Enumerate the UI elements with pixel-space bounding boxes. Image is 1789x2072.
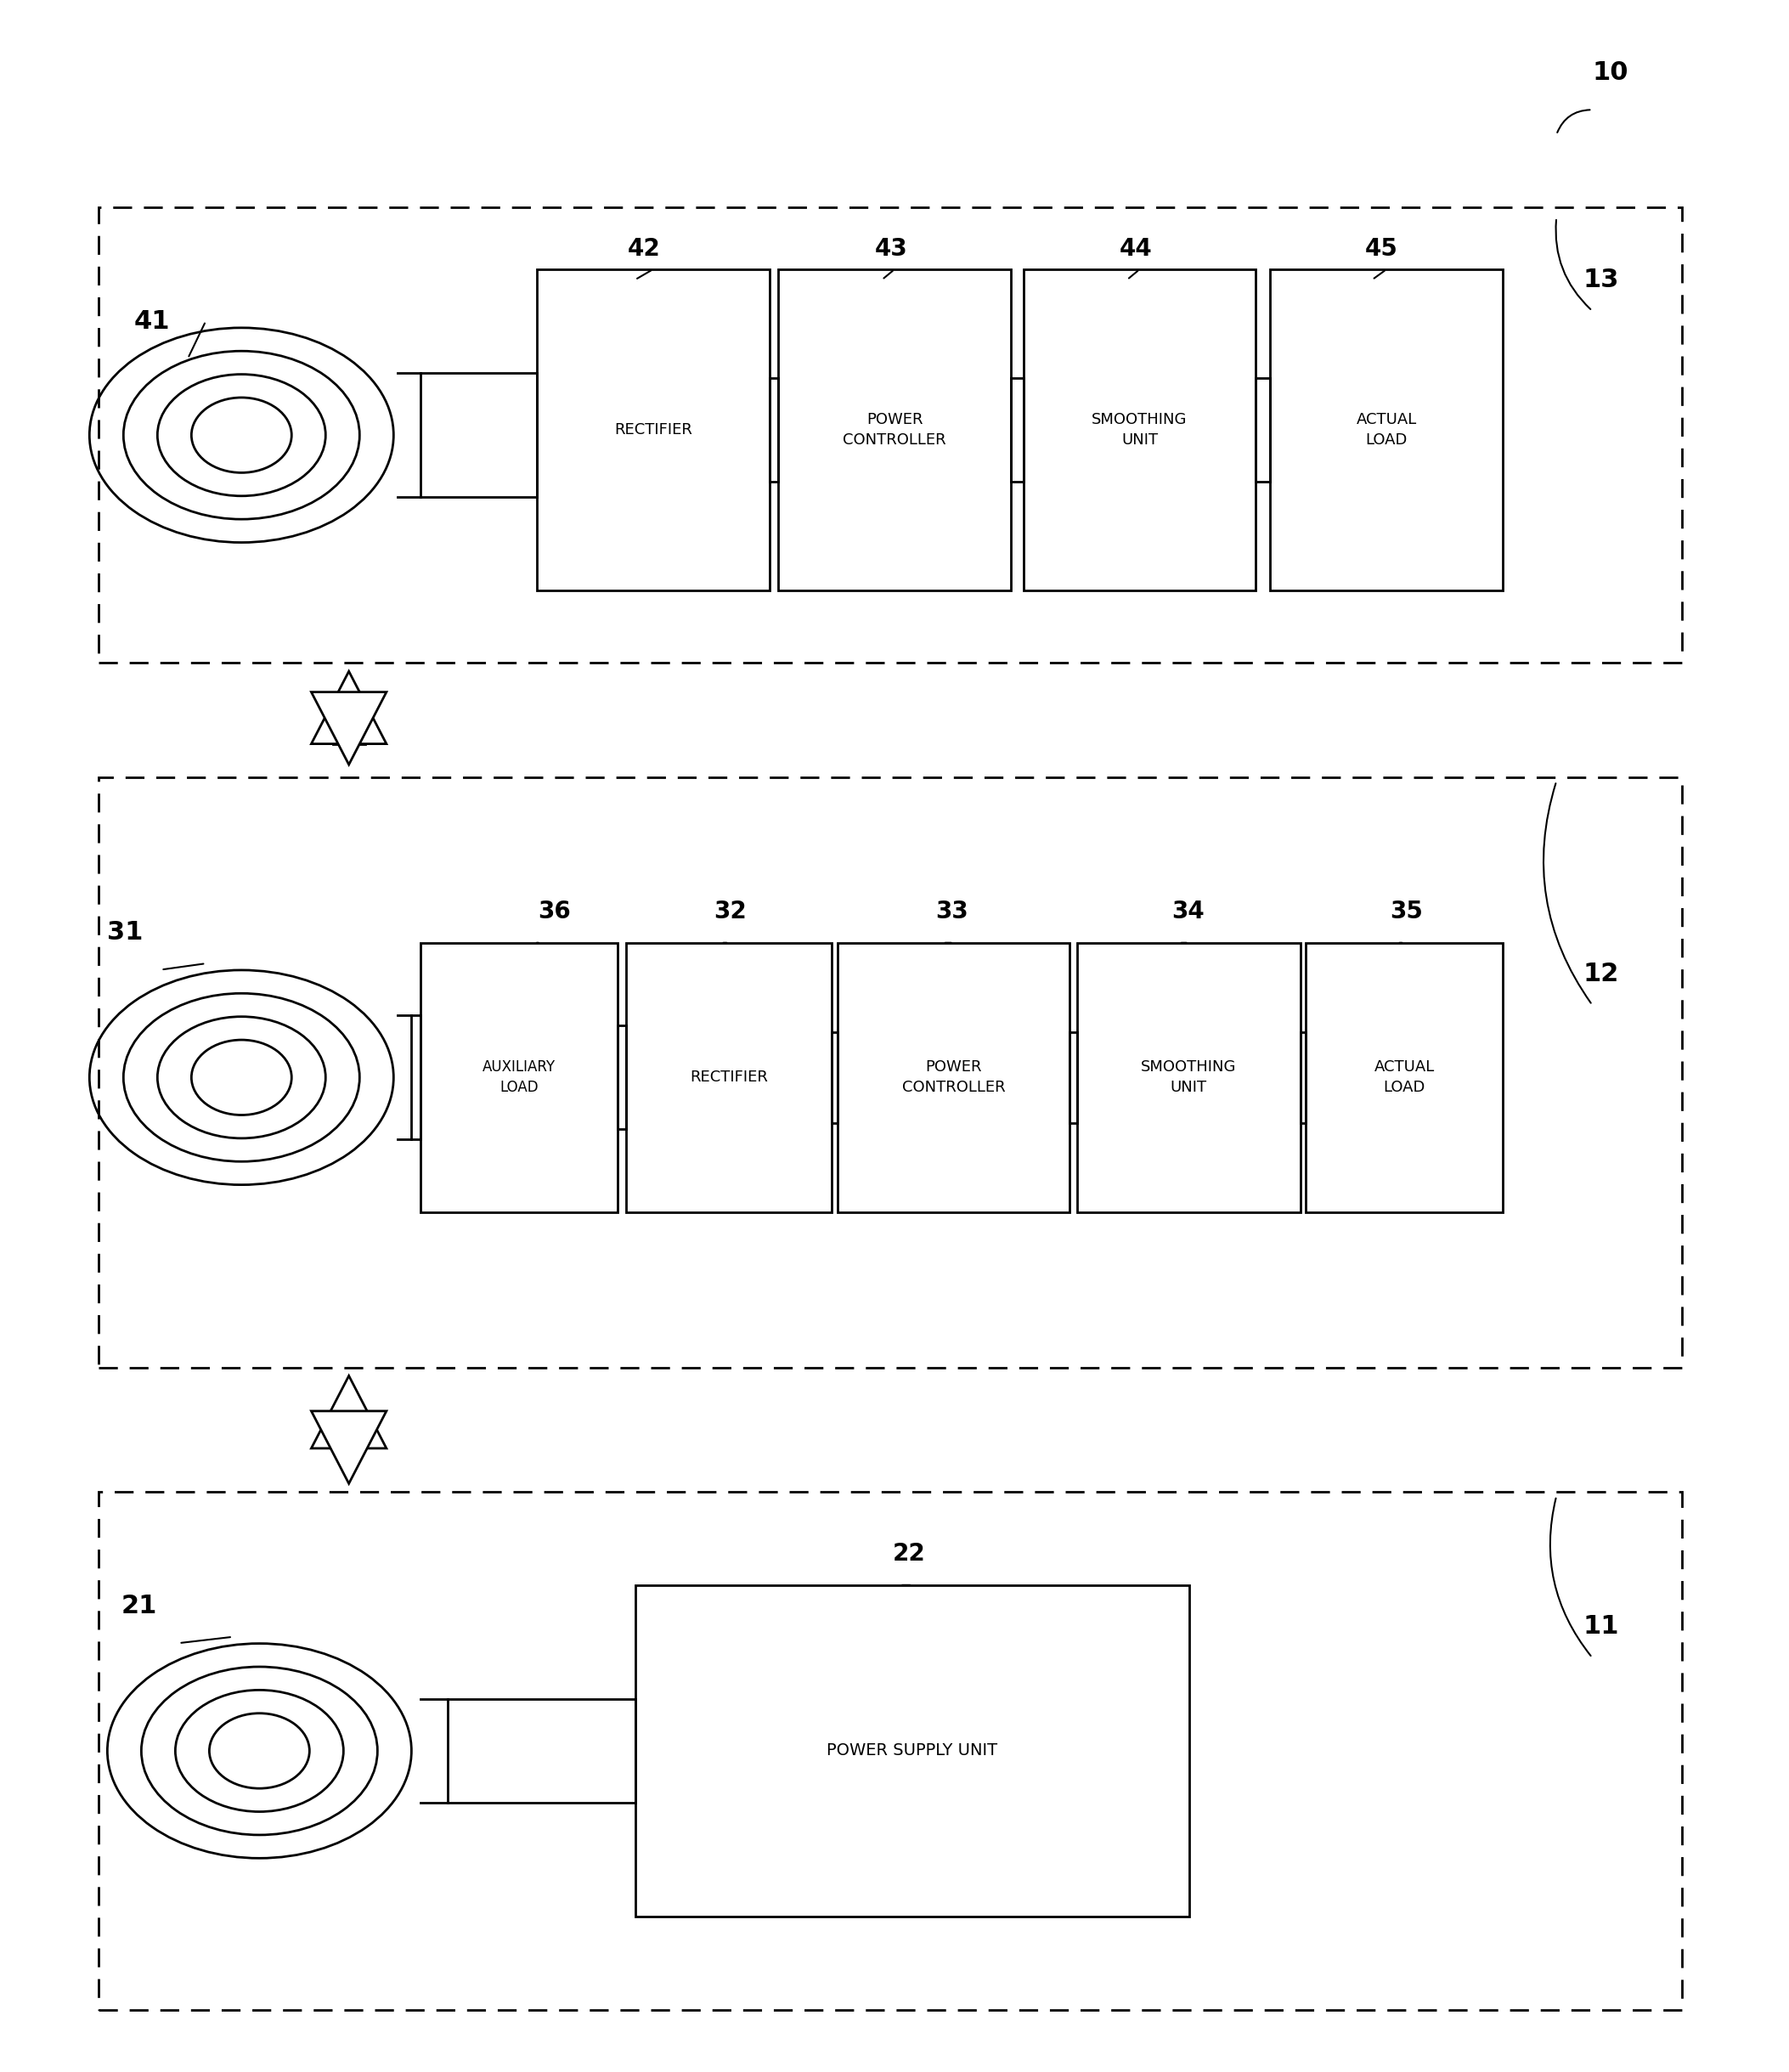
Text: 10: 10 [1592,60,1628,85]
Bar [778,269,1011,591]
Bar [98,1492,1682,2010]
Text: ACTUAL
LOAD: ACTUAL LOAD [1374,1059,1435,1096]
Text: 13: 13 [1583,267,1619,292]
Text: 11: 11 [1583,1614,1619,1639]
Text: AUXILIARY
LOAD: AUXILIARY LOAD [483,1059,555,1096]
Text: 21: 21 [122,1593,157,1618]
Bar [420,943,617,1212]
Polygon shape [311,692,386,765]
Bar [837,943,1070,1212]
Bar [1077,943,1301,1212]
Bar [333,1411,365,1448]
Bar [98,777,1682,1368]
Bar [635,1585,1190,1917]
Bar [333,692,365,744]
Text: 41: 41 [134,309,170,334]
Bar [626,943,832,1212]
Bar [537,269,769,591]
Text: 35: 35 [1390,899,1422,924]
Bar [98,207,1682,663]
Text: RECTIFIER: RECTIFIER [614,423,692,437]
Polygon shape [311,1376,386,1448]
Bar [1306,943,1503,1212]
Text: ACTUAL
LOAD: ACTUAL LOAD [1356,412,1417,448]
Bar [1270,269,1503,591]
Bar [1023,269,1256,591]
Text: 44: 44 [1120,236,1152,261]
Text: POWER
CONTROLLER: POWER CONTROLLER [902,1059,1005,1096]
Text: 31: 31 [107,920,143,945]
Polygon shape [311,1411,386,1484]
Text: 12: 12 [1583,961,1619,986]
Text: SMOOTHING
UNIT: SMOOTHING UNIT [1141,1059,1236,1096]
Text: POWER
CONTROLLER: POWER CONTROLLER [843,412,946,448]
Text: 34: 34 [1172,899,1204,924]
Text: POWER SUPPLY UNIT: POWER SUPPLY UNIT [827,1743,998,1759]
Text: RECTIFIER: RECTIFIER [691,1069,767,1086]
Text: 22: 22 [893,1542,925,1566]
Text: 43: 43 [875,236,907,261]
Text: 36: 36 [538,899,571,924]
Text: 32: 32 [714,899,746,924]
Text: 33: 33 [936,899,968,924]
Text: 42: 42 [628,236,660,261]
Text: SMOOTHING
UNIT: SMOOTHING UNIT [1091,412,1188,448]
Polygon shape [311,671,386,744]
Text: 45: 45 [1365,236,1397,261]
